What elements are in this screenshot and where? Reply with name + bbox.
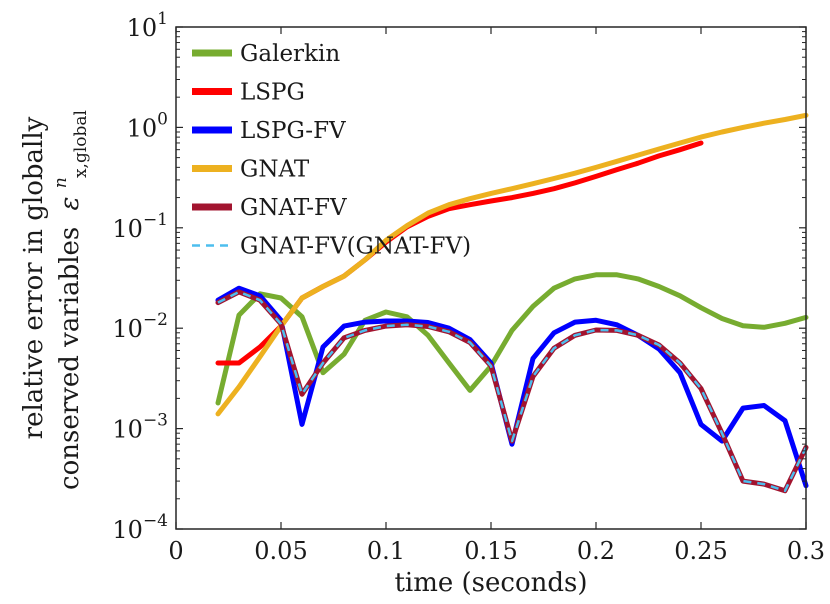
y-tick-label-exp: −2 [143,310,168,330]
y-tick-label-base: 10 [127,14,158,42]
y-axis-label-symbol: ε [55,197,85,211]
x-tick-label: 0 [168,537,183,565]
legend-label-lspg: LSPG [240,80,305,106]
series-layer [215,112,809,494]
legend-label-lspg-fv: LSPG-FV [240,118,346,144]
legend-label-gnat: GNAT [240,157,310,183]
legend: Galerkin LSPG LSPG-FV GNAT GNAT-FV GNAT-FV(GN… [192,41,471,260]
y-tick-label-base: 10 [112,215,143,243]
x-tick-labels: 0 0.05 0.1 0.15 0.2 0.25 0.3 [168,537,825,565]
y-tick-label: 10−4 [112,511,168,544]
x-tick-label: 0.1 [367,537,405,565]
y-tick-label: 101 [127,9,168,42]
y-axis-label-line1: relative error in globally [19,116,49,439]
y-axis-label: relative error in globally [19,116,49,439]
y-tick-label-base: 10 [112,516,143,544]
series-line-gnat-fv-gnat-fv [217,290,808,493]
y-axis-label-line2-group: conserved variables ε n x,global [43,110,91,490]
y-axis-label-line2: conserved variables [55,227,85,490]
y-axis-label-sup: n [51,177,71,188]
legend-label-gnat-fv: GNAT-FV [240,195,347,221]
y-tick-label: 10−3 [112,411,168,444]
y-tick-label: 10−2 [112,310,168,343]
x-axis-label: time (seconds) [394,568,587,598]
x-tick-label: 0.3 [787,537,825,565]
y-tick-label-exp: 0 [157,109,168,129]
y-tick-label-exp: −4 [143,511,168,531]
y-tick-label: 100 [127,109,168,142]
x-tick-label: 0.05 [254,537,307,565]
y-tick-label-base: 10 [127,114,158,142]
y-tick-label: 10−1 [112,210,168,243]
x-tick-label: 0.15 [464,537,517,565]
x-tick-label: 0.2 [577,537,615,565]
series-line-galerkin [215,272,809,406]
y-tick-label-exp: −3 [143,411,168,431]
series-line-gnat [215,112,809,417]
y-tick-label-base: 10 [112,416,143,444]
y-tick-label-exp: −1 [143,210,168,230]
ticks-layer [175,26,807,530]
y-tick-label-exp: 1 [157,9,168,29]
y-axis-label-second: conserved variables ε n x,global [43,110,91,490]
legend-label-galerkin: Galerkin [240,41,340,67]
y-axis-label-sub: x,global [71,110,91,178]
x-tick-label: 0.25 [674,537,727,565]
y-tick-label-base: 10 [112,315,143,343]
legend-label-gnat-fv-gnat-fv: GNAT-FV(GNAT-FV) [240,234,471,260]
